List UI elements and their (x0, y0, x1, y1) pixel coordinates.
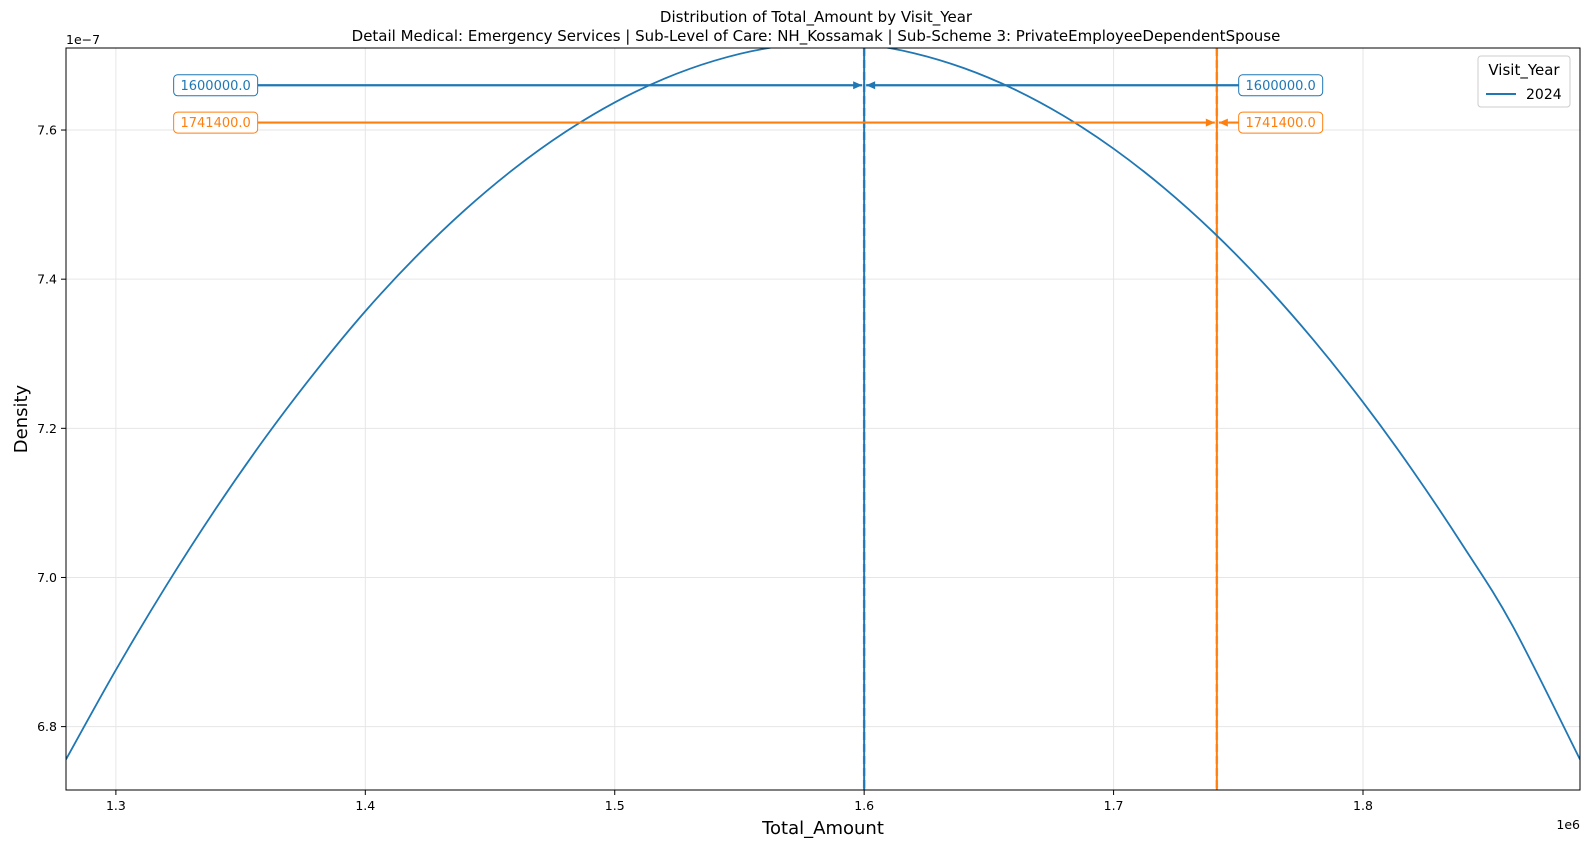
annotation-arrowhead (853, 81, 863, 90)
y-tick-label: 7.2 (37, 421, 57, 436)
annotation-box (1238, 111, 1324, 134)
y-axis-label: Density (11, 384, 32, 453)
y-offset-label: 1e−7 (66, 32, 100, 47)
vertical-marker-lines (862, 48, 1219, 790)
annotation-box (173, 111, 259, 134)
series-line-2024 (66, 48, 1580, 760)
x-offset-label: 1e6 (1556, 817, 1580, 832)
annotation-box (1238, 74, 1324, 97)
x-tick-label: 1.6 (854, 798, 874, 813)
x-tick-label: 1.3 (106, 798, 126, 813)
x-axis-ticks: 1.3 1.4 1.5 1.6 1.7 1.8 (106, 790, 1373, 813)
legend-label: 2024 (1526, 87, 1562, 103)
chart-subtitle: Detail Medical: Emergency Services | Sub… (352, 27, 1281, 46)
x-tick-label: 1.4 (355, 798, 375, 813)
legend-entries: 2024 (1486, 87, 1562, 103)
legend: Visit_Year 2024 (1477, 55, 1571, 108)
annotation-label-right: 1741400.0 (1246, 116, 1316, 131)
y-tick-label: 7.0 (37, 570, 57, 585)
x-tick-label: 1.7 (1104, 798, 1124, 813)
x-tick-label: 1.5 (605, 798, 625, 813)
annotation-arrowhead (1205, 118, 1215, 127)
y-axis-ticks: 6.8 7.0 7.2 7.4 7.6 (37, 123, 66, 734)
annotation-label-left: 1741400.0 (180, 116, 250, 131)
plot-frame (65, 47, 1581, 791)
y-tick-label: 7.4 (37, 272, 57, 287)
y-tick-label: 6.8 (37, 719, 57, 734)
annotation-label-left: 1600000.0 (180, 79, 250, 94)
annotation-label-right: 1600000.0 (1246, 79, 1316, 94)
grid-lines (66, 48, 1580, 790)
series-lines (66, 48, 1580, 760)
annotation-arrowhead (1218, 118, 1228, 127)
annotation-arrowhead (866, 81, 876, 90)
y-tick-label: 7.6 (37, 123, 57, 138)
chart-title: Distribution of Total_Amount by Visit_Ye… (660, 8, 973, 27)
x-axis-label: Total_Amount (761, 818, 884, 839)
annotation-box (173, 74, 259, 97)
legend-title: Visit_Year (1488, 61, 1560, 80)
annotations: 1600000.0 1600000.0 1741400.0 1741400.0 (173, 74, 1324, 134)
x-tick-label: 1.8 (1353, 798, 1373, 813)
